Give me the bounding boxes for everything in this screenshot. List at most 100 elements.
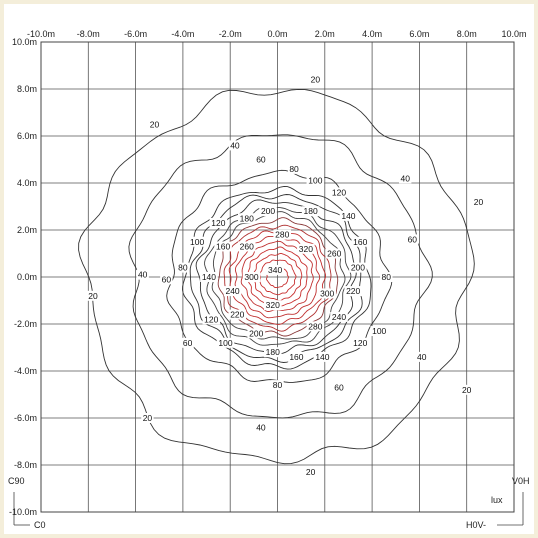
contour-label-bg — [297, 243, 315, 254]
x-tick-label: -8.0m — [77, 29, 100, 39]
y-tick-label: 10.0m — [12, 37, 37, 47]
lux-unit-label: lux — [491, 495, 503, 505]
contour-label-bg — [287, 163, 301, 174]
y-tick-label: -8.0m — [14, 460, 37, 470]
x-tick-label: -2.0m — [219, 29, 242, 39]
contour-value-label: 20 — [150, 119, 160, 129]
plot-border — [40, 41, 515, 513]
contour-label-bg — [254, 422, 268, 433]
contour-label-bg — [273, 229, 292, 240]
contour-value-label: 320 — [266, 300, 280, 310]
contour-value-label: 340 — [268, 265, 282, 275]
contour-label-bg — [332, 382, 346, 393]
contour-value-label: 60 — [183, 338, 193, 348]
x-tick-label: 10.0m — [501, 29, 526, 39]
contour-line-80 — [182, 185, 372, 370]
y-tick-label: -4.0m — [14, 366, 37, 376]
contour-line-60 — [166, 169, 393, 383]
contour-label-bg — [200, 272, 218, 282]
contour-label-bg — [325, 248, 344, 259]
contour-label-bg — [237, 241, 256, 252]
contour-value-label: 140 — [315, 352, 329, 362]
contour-label-bg — [351, 236, 370, 247]
contour-value-label: 300 — [320, 288, 334, 298]
contour-value-label: 20 — [311, 75, 321, 85]
contour-line-320 — [259, 259, 297, 296]
contour-value-label: 260 — [240, 241, 254, 251]
contour-value-label: 120 — [332, 187, 346, 197]
contour-value-label: 20 — [143, 413, 153, 423]
contour-value-label: 100 — [372, 326, 386, 336]
contour-label-bg — [330, 311, 348, 322]
contour-label-bg — [339, 210, 358, 221]
contour-line-220 — [228, 230, 327, 325]
contour-value-label: 160 — [289, 352, 303, 362]
contour-label-bg — [351, 337, 370, 348]
contour-line-200 — [223, 224, 332, 332]
contour-value-label: 60 — [334, 382, 344, 392]
contour-value-label: 220 — [346, 286, 360, 296]
contour-label-bg — [160, 274, 173, 285]
y-tick-label: 4.0m — [17, 178, 37, 188]
x-tick-label: -10.0m — [27, 29, 55, 39]
contour-label-bg — [176, 262, 190, 273]
contour-label-bg — [223, 286, 242, 297]
contour-value-label: 200 — [351, 263, 365, 273]
contour-value-label: 40 — [400, 173, 410, 183]
contour-value-label: 60 — [162, 274, 172, 284]
contour-line-240 — [234, 235, 321, 319]
isolux-chart-panel: -10.0m -8.0m -6.0m -4.0m -2.0m 0.0m 2.0m 4.0m 6.… — [4, 4, 534, 534]
contour-label-bg — [472, 196, 485, 207]
contour-label-bg — [344, 286, 362, 297]
contour-label-bg — [214, 241, 232, 252]
contour-label-bg — [263, 300, 282, 311]
contour-label-bg — [216, 337, 235, 348]
contour-value-label: 120 — [353, 338, 367, 348]
isolux-contour-chart: -10.0m -8.0m -6.0m -4.0m -2.0m 0.0m 2.0m 4.0m 6.… — [8, 29, 530, 530]
contour-value-label: 20 — [462, 385, 472, 395]
contour-value-label: 100 — [218, 338, 232, 348]
contour-value-label: 20 — [306, 467, 316, 477]
contour-label-bg — [301, 206, 320, 217]
contour-label-bg — [313, 351, 332, 362]
contour-label-bg — [370, 326, 388, 337]
contour-value-label: 80 — [289, 164, 299, 174]
contour-label-bg — [242, 272, 261, 282]
contour-value-label: 40 — [230, 140, 240, 150]
contour-label-bg — [415, 351, 428, 362]
contour-value-label: 200 — [249, 328, 263, 338]
contour-value-label: 240 — [225, 286, 239, 296]
x-tick-label: 4.0m — [362, 29, 382, 39]
contour-value-label: 40 — [138, 270, 148, 280]
contour-label-bg — [399, 173, 412, 184]
contour-label-bg — [188, 236, 206, 247]
y-tick-label: -10.0m — [9, 507, 37, 517]
x-tick-label: 0.0m — [267, 29, 287, 39]
contour-value-label: 140 — [341, 211, 355, 221]
contour-line-260 — [240, 240, 314, 312]
contour-label-bg — [141, 413, 154, 423]
contour-label-bg — [202, 314, 221, 325]
y-tick-label: 6.0m — [17, 131, 37, 141]
contour-label-bg — [330, 187, 348, 198]
contour-value-label: 220 — [230, 310, 244, 320]
contour-value-label: 100 — [190, 237, 204, 247]
contour-value-label: 20 — [88, 291, 98, 301]
contour-label-bg — [309, 74, 322, 85]
contour-value-label: 160 — [216, 241, 230, 251]
contour-label-bg — [318, 288, 336, 299]
c0-label: C0 — [34, 520, 46, 530]
contour-label-bg — [228, 140, 242, 151]
contour-label-bg — [259, 206, 277, 217]
contour-value-label: 320 — [299, 244, 313, 254]
contour-value-label: 80 — [382, 272, 392, 282]
x-tick-label: 8.0m — [457, 29, 477, 39]
contour-label-bg — [136, 269, 149, 280]
y-tick-label: -6.0m — [14, 413, 37, 423]
contour-value-label: 140 — [202, 272, 216, 282]
y-tick-label: 8.0m — [17, 84, 37, 94]
contour-label-bg — [209, 217, 228, 228]
v0h-label: V0H — [512, 476, 530, 486]
contour-value-label: 80 — [273, 380, 283, 390]
contour-label-bg — [380, 272, 393, 282]
